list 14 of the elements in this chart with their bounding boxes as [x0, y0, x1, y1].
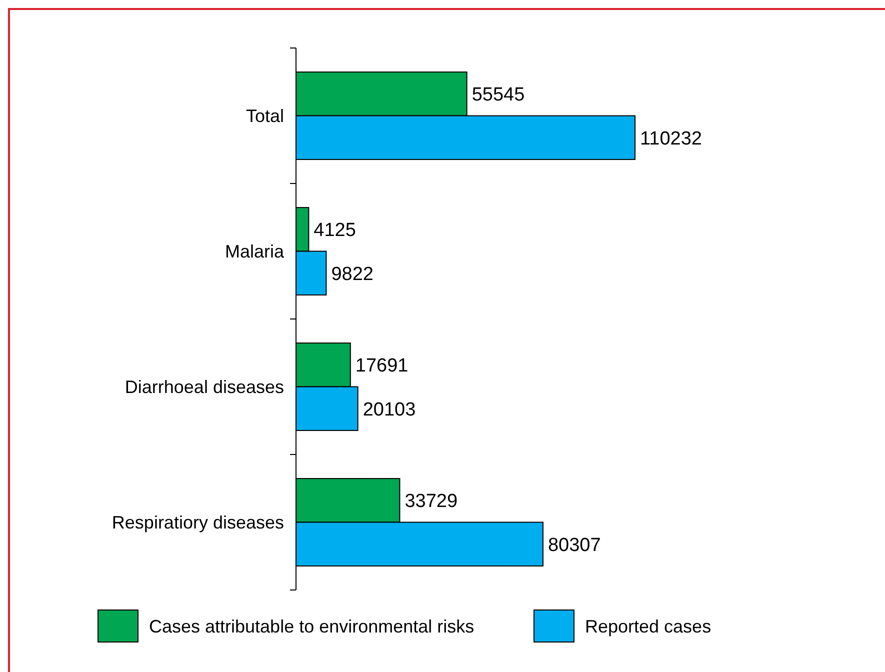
y-tick-label: Respiratiory diseases	[112, 512, 284, 533]
y-tick-label: Malaria	[224, 242, 285, 262]
legend-label: Cases attributable to environmental risks	[149, 616, 474, 636]
legend-label: Reported cases	[585, 616, 712, 636]
data-label: 20103	[362, 399, 416, 420]
data-label: 33729	[404, 491, 458, 512]
data-label: 17691	[355, 356, 408, 377]
data-label: 4125	[314, 220, 356, 242]
data-label: 80307	[548, 534, 601, 556]
y-tick-label: Diarrhoeal diseases	[124, 377, 284, 398]
data-label: 110232	[640, 128, 702, 150]
data-label: 9822	[331, 264, 374, 285]
data-label: 55545	[472, 84, 525, 106]
y-tick-label: Total	[246, 106, 284, 126]
